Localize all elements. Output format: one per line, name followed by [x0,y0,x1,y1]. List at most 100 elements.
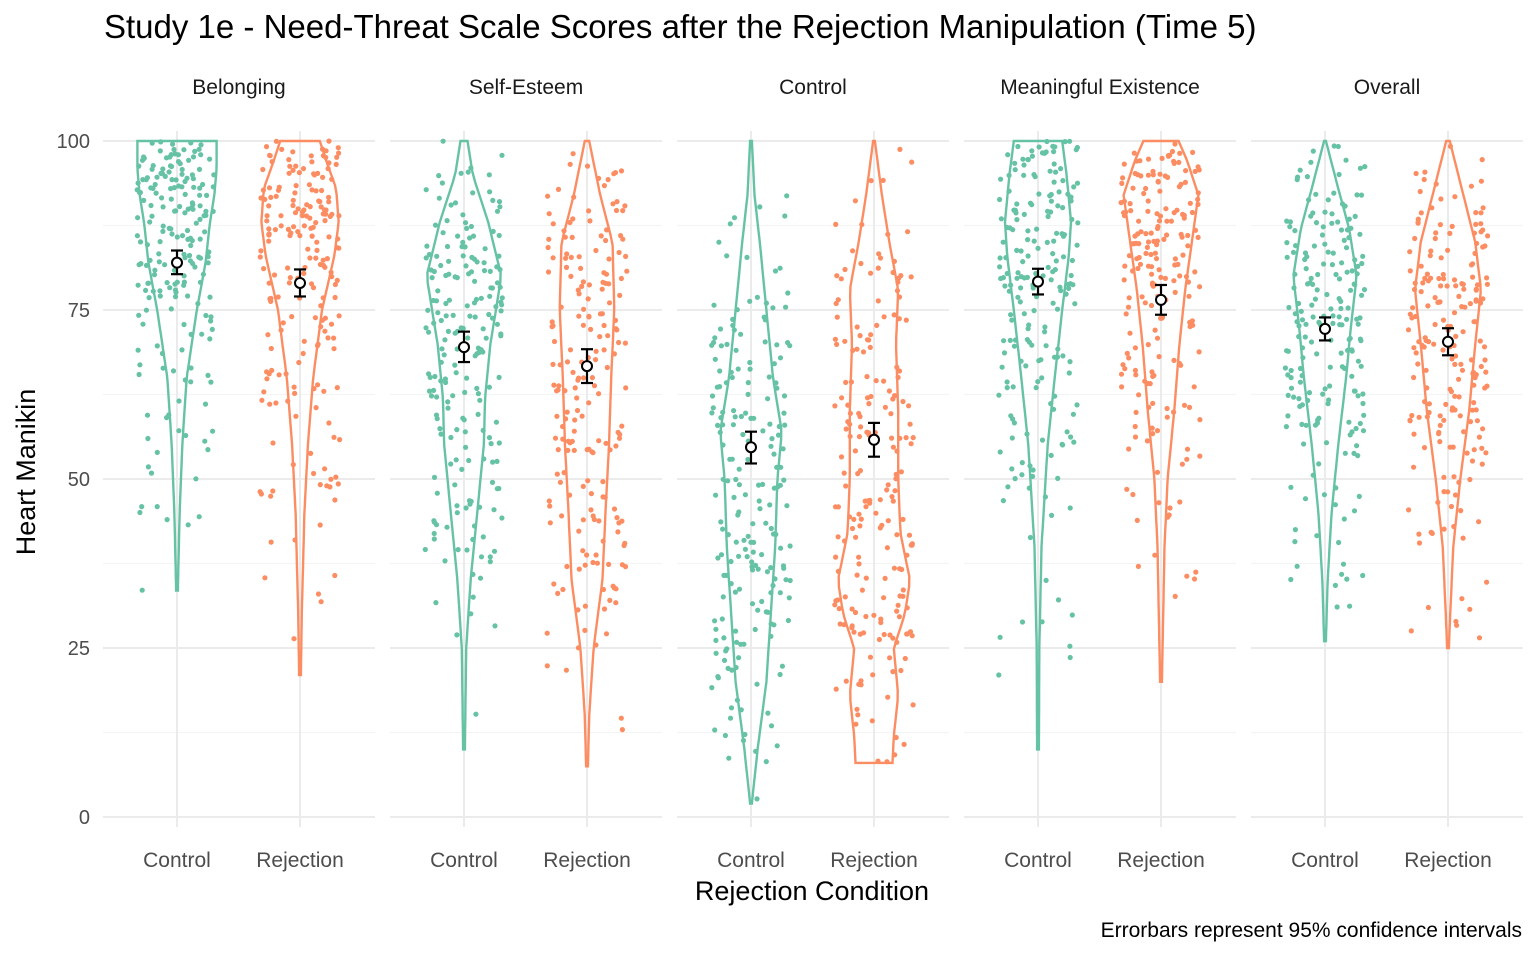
data-point [1444,283,1450,289]
data-point [1180,252,1186,258]
data-point [1299,317,1306,323]
data-point [1024,337,1030,343]
data-point [332,572,338,579]
data-point [1120,175,1126,181]
data-point [1461,429,1467,435]
data-point [586,314,592,320]
data-point [576,375,582,381]
data-point [588,507,594,513]
data-point [1409,412,1415,419]
data-point [188,331,194,337]
data-point [271,272,278,278]
data-point [1447,230,1453,236]
data-point [1055,597,1062,603]
data-point [1133,372,1139,378]
data-point [733,628,739,634]
data-point [1049,512,1055,519]
data-point [1294,563,1300,569]
data-point [1287,224,1293,230]
data-point [198,152,204,158]
data-point [144,412,151,418]
data-point [1060,442,1066,448]
data-point [1047,168,1053,174]
data-point [755,566,761,572]
data-point [1461,286,1467,292]
data-point [596,391,602,397]
data-point [835,568,842,575]
data-point [157,148,163,154]
x-tick-label: Control [1004,849,1072,872]
data-point [1408,628,1414,634]
data-point [1480,244,1486,250]
data-point [1150,400,1156,406]
data-point [1478,363,1484,370]
data-point [785,290,791,296]
data-point [448,434,454,441]
data-point [185,293,191,299]
data-point [1042,324,1048,330]
data-point [1186,404,1193,410]
data-point [557,479,564,485]
data-point [1060,254,1067,260]
data-point [589,449,595,455]
data-point [607,597,613,604]
data-point [1027,463,1033,469]
data-point [1132,423,1138,430]
data-point [582,562,588,568]
data-point [852,609,859,616]
data-point [145,280,152,286]
data-point [443,313,449,319]
data-point [900,593,906,599]
data-point [1130,268,1136,274]
data-point [152,181,158,188]
data-point [567,161,573,167]
data-point [320,257,326,263]
data-point [850,347,856,353]
data-point [760,481,766,487]
data-point [319,146,326,152]
data-point [1021,162,1027,168]
data-point [1288,367,1294,374]
data-point [494,458,500,464]
data-point [1321,492,1327,498]
data-point [733,539,739,545]
data-point [1009,317,1015,323]
data-point [1423,337,1429,344]
data-point [1297,167,1303,173]
data-point [854,572,860,578]
data-point [1132,367,1138,373]
data-point [432,222,439,228]
data-point [319,317,325,323]
data-point [551,382,557,388]
data-point [888,411,894,417]
data-point [1302,256,1308,263]
data-point [467,501,473,507]
data-point [1123,311,1129,317]
data-point [738,331,744,337]
data-point [269,159,275,165]
data-point [173,208,179,214]
data-point [491,507,497,513]
data-point [490,228,496,234]
data-point [290,149,296,155]
data-point [301,207,307,213]
data-point [497,284,503,290]
data-point [1294,319,1300,325]
data-point [1145,342,1151,348]
data-point [430,297,437,304]
data-point [563,264,570,270]
data-point [1437,422,1443,428]
data-point [270,488,276,494]
data-point [999,364,1005,370]
data-point [499,152,505,158]
mean-point [1319,322,1331,335]
data-point [188,242,194,249]
data-point [584,552,590,558]
data-point [1424,271,1430,277]
data-point [278,223,284,229]
data-point [1459,281,1465,287]
data-point [1004,379,1010,385]
data-point [834,273,840,279]
data-point [1312,296,1318,302]
data-point [1329,211,1335,217]
